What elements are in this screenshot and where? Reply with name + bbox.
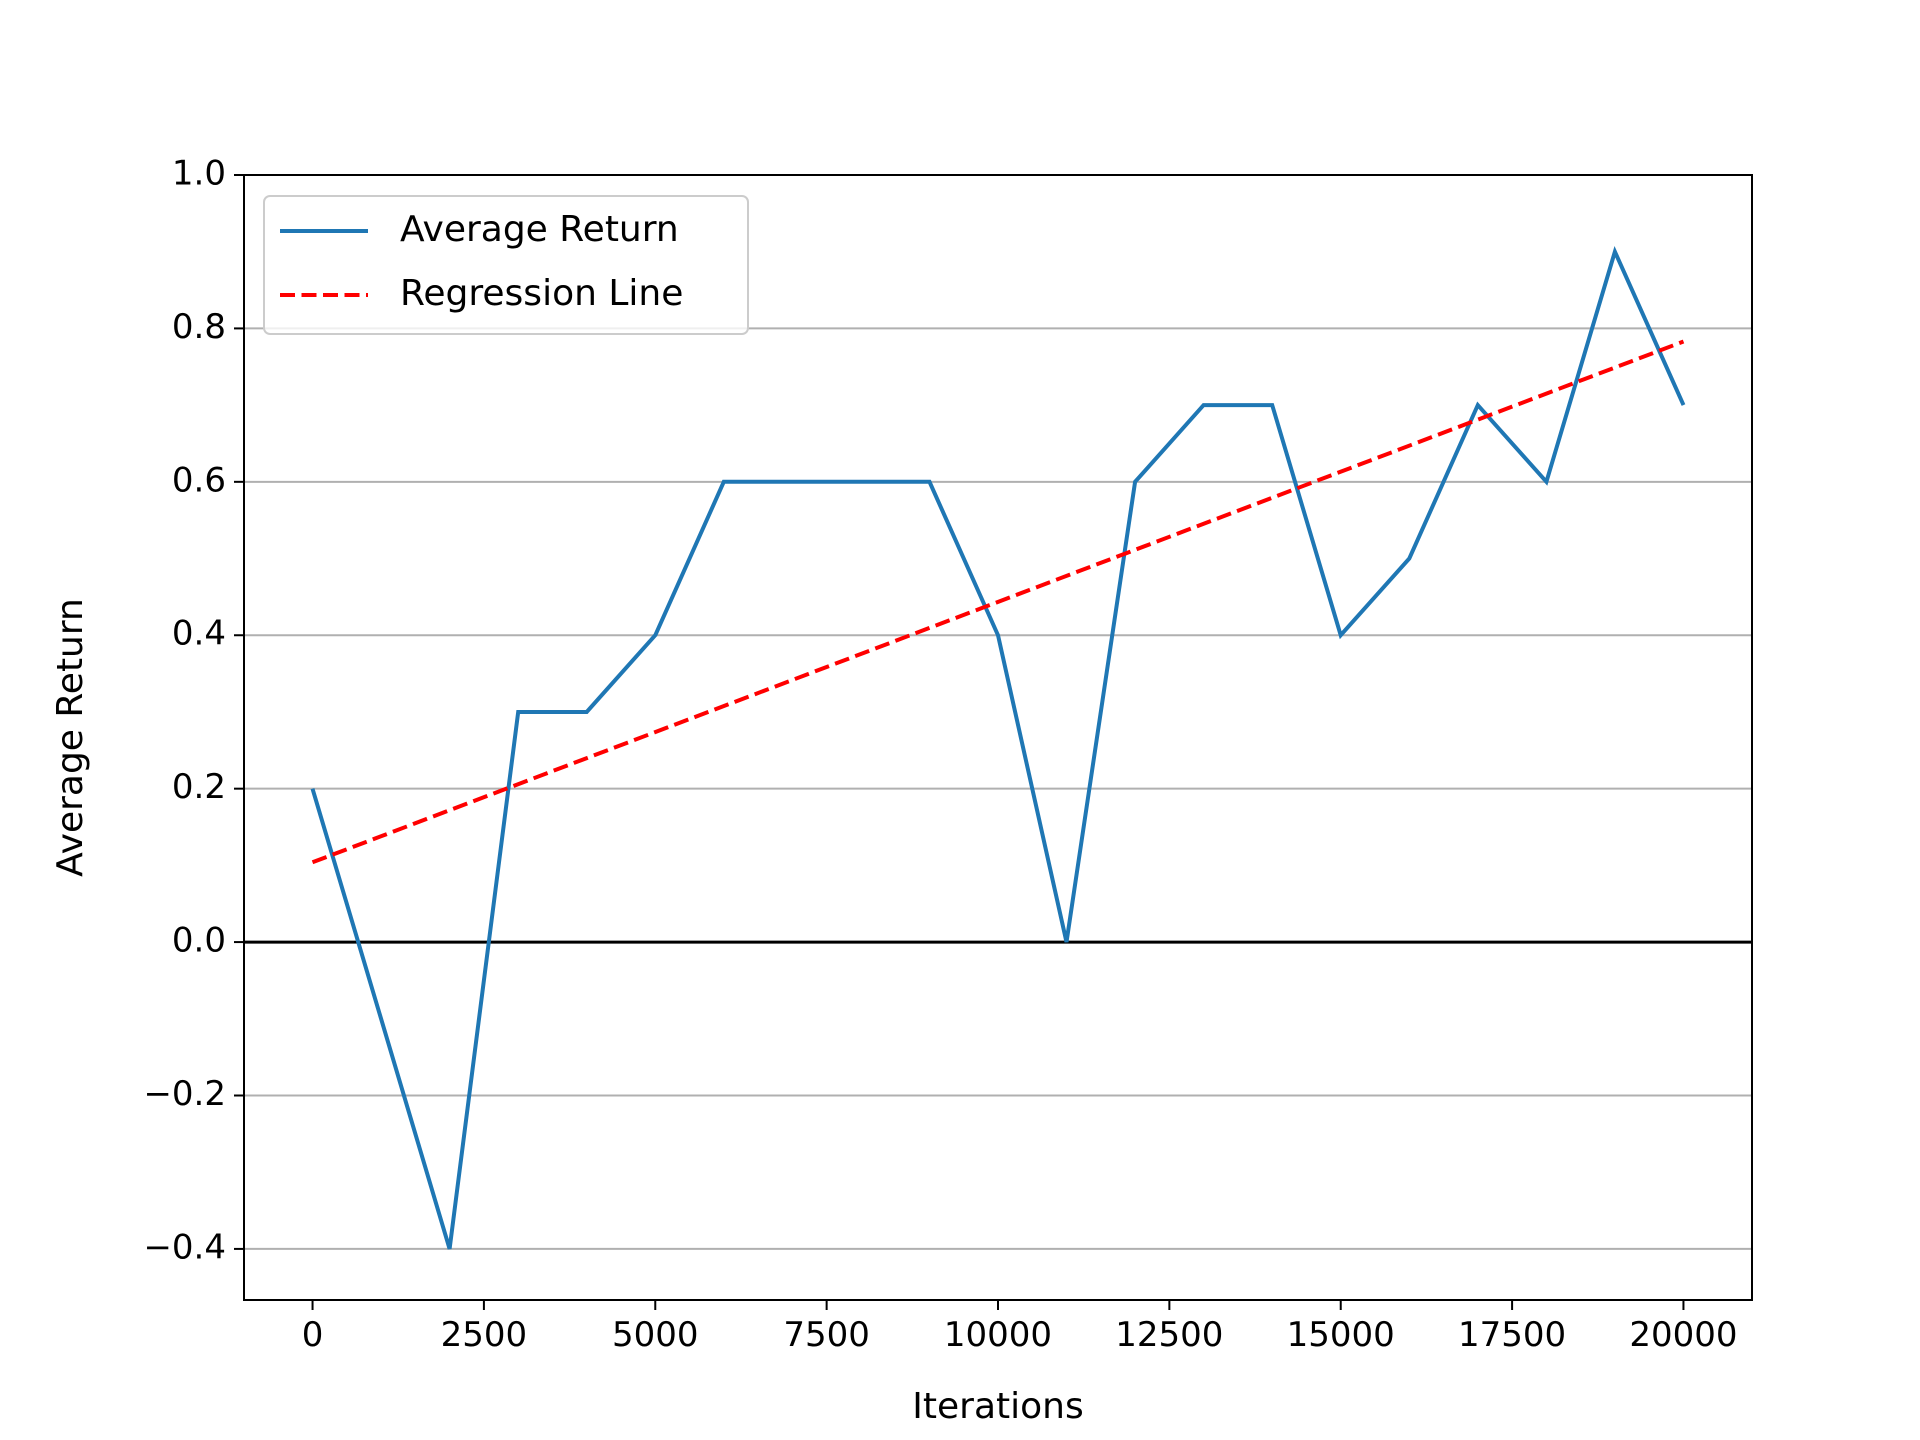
x-tick-label: 10000 [944, 1315, 1052, 1355]
y-tick-label: 1.0 [172, 154, 226, 194]
x-tick-label: 20000 [1629, 1315, 1737, 1355]
y-tick-label: 0.6 [172, 460, 226, 500]
x-tick-label: 17500 [1458, 1315, 1566, 1355]
y-axis-title: Average Return [50, 598, 91, 877]
legend-label-average-return: Average Return [400, 209, 679, 250]
x-tick-label: 5000 [612, 1315, 699, 1355]
legend-label-regression-line: Regression Line [400, 273, 683, 314]
y-tick-label: −0.4 [143, 1227, 226, 1267]
y-tick-label: 0.4 [172, 614, 226, 654]
axis-ticks: −0.4 −0.2 0.0 0.2 0.4 0.6 0.8 1.0 0 2500 5000 7500 1… [143, 154, 1737, 1356]
x-tick-label: 2500 [441, 1315, 528, 1355]
x-tick-label: 0 [302, 1315, 324, 1355]
x-tick-label: 12500 [1115, 1315, 1223, 1355]
legend-box [263, 195, 749, 335]
legend: Average Return Regression Line [263, 195, 749, 335]
series-layer [310, 245, 1686, 1250]
x-axis-title: Iterations [912, 1386, 1083, 1427]
y-tick-label: 0.2 [172, 767, 226, 807]
y-tick-label: 0.0 [172, 921, 226, 961]
x-tick-label: 15000 [1287, 1315, 1395, 1355]
x-tick-label: 7500 [783, 1315, 870, 1355]
y-tick-label: −0.2 [143, 1074, 226, 1114]
y-tick-label: 0.8 [172, 307, 226, 347]
series-regression-line [311, 339, 1685, 865]
